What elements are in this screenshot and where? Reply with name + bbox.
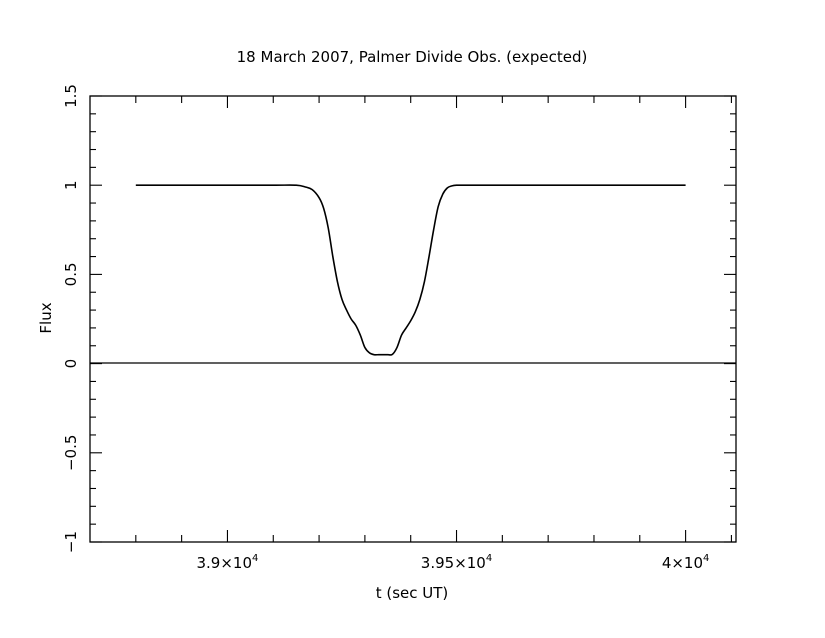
x-axis-label: t (sec UT) bbox=[376, 584, 449, 602]
y-tick-label: 0.5 bbox=[62, 262, 80, 286]
y-tick-label: −0.5 bbox=[62, 435, 80, 471]
x-tick-labels: 3.9×104 3.95×104 4×104 bbox=[197, 553, 710, 572]
x-tick-label: 3.9×104 bbox=[197, 553, 259, 572]
y-tick-labels: −1 −0.5 0 0.5 1 1.5 bbox=[62, 84, 80, 553]
y-axis-label: Flux bbox=[37, 302, 55, 333]
y-tick-label: 0 bbox=[62, 359, 80, 369]
x-tick-label: 4×104 bbox=[662, 553, 710, 572]
axis-ticks bbox=[90, 95, 736, 543]
y-tick-label: 1 bbox=[62, 180, 80, 190]
plot-frame bbox=[89, 95, 737, 543]
flux-series-line bbox=[135, 184, 686, 356]
y-tick-label: 1.5 bbox=[62, 84, 80, 108]
chart-title: 18 March 2007, Palmer Divide Obs. (expec… bbox=[237, 48, 588, 66]
y-tick-label: −1 bbox=[62, 531, 80, 553]
x-tick-label: 3.95×104 bbox=[421, 553, 492, 572]
